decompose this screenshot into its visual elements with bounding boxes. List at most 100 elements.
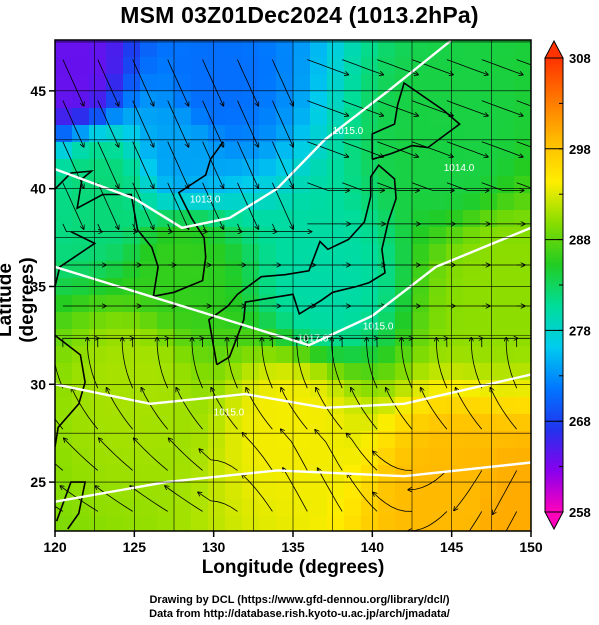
heat-cell (140, 295, 158, 313)
heat-cell (361, 431, 379, 449)
heat-cell (191, 159, 209, 177)
heat-cell (106, 261, 124, 279)
heat-cell (208, 227, 226, 245)
heat-cell (276, 244, 294, 262)
heat-cell (514, 159, 531, 177)
streamline (62, 59, 84, 106)
heat-cell (225, 142, 243, 160)
heat-cell (480, 159, 498, 177)
heat-cell (208, 363, 226, 381)
heat-cell (395, 295, 413, 313)
heat-cell (327, 125, 345, 143)
heat-cell (140, 465, 158, 483)
heat-cell (157, 414, 175, 432)
heat-cell (514, 193, 531, 211)
heat-cell (514, 261, 531, 279)
y-tick-label: 30 (30, 376, 46, 392)
heat-cell (89, 125, 107, 143)
heat-cell (293, 57, 311, 75)
heat-cell (395, 125, 413, 143)
streamline (436, 338, 448, 389)
heat-cell (361, 227, 379, 245)
streamline (55, 418, 64, 430)
heat-cell (157, 176, 175, 194)
heat-cell (174, 312, 192, 330)
heat-cell (497, 159, 515, 177)
heat-cell (327, 176, 345, 194)
heat-cell (259, 108, 277, 126)
heat-cell (480, 125, 498, 143)
heat-cell (378, 193, 396, 211)
heat-cell (140, 159, 158, 177)
heat-cell (208, 516, 226, 531)
heat-cell (157, 516, 175, 531)
heat-cell (327, 295, 345, 313)
heat-cell (157, 363, 175, 381)
heat-cell (55, 295, 73, 313)
streamline (454, 470, 483, 510)
streamline (227, 338, 238, 389)
heat-cell (72, 210, 90, 228)
heat-cell (191, 363, 209, 381)
credit-line-dcl: Drawing by DCL (https://www.gfd-dennou.o… (149, 594, 450, 606)
streamline (132, 141, 154, 188)
heat-cell (497, 499, 515, 517)
heat-cell (429, 125, 447, 143)
isobar-label: 1015.0 (214, 408, 245, 419)
heat-cell (310, 227, 328, 245)
heat-cell (259, 278, 277, 296)
heat-cell (293, 159, 311, 177)
heat-cell (191, 312, 209, 330)
heat-cell (327, 74, 345, 92)
heat-cell (208, 278, 226, 296)
heat-cell (429, 312, 447, 330)
heat-cell (259, 312, 277, 330)
colorbar-max-triangle (544, 39, 564, 59)
heat-cell (293, 363, 311, 381)
heat-cell (123, 108, 141, 126)
heat-cell (480, 346, 498, 364)
streamline (468, 511, 483, 531)
heat-cell (310, 108, 328, 126)
heat-cell (378, 465, 396, 483)
heat-cell (514, 278, 531, 296)
heat-cell (89, 295, 107, 313)
heat-cell (395, 380, 413, 398)
heat-cell (106, 346, 124, 364)
x-tick-label: 150 (519, 539, 543, 555)
heat-cell (361, 312, 379, 330)
heat-cell (480, 278, 498, 296)
heat-cell (140, 108, 158, 126)
heat-cell (446, 91, 464, 109)
heat-cell (463, 278, 481, 296)
heat-cell (174, 482, 192, 500)
heat-cell (123, 414, 141, 432)
heat-cell (310, 448, 328, 466)
heat-cell (123, 346, 141, 364)
colorbar-label: 258 (569, 505, 591, 520)
heat-cell (344, 227, 362, 245)
streamline (134, 438, 168, 471)
heat-cell (89, 448, 107, 466)
heat-cell (463, 448, 481, 466)
heat-cell (429, 448, 447, 466)
heat-cell (480, 193, 498, 211)
streamline (60, 486, 99, 512)
heat-cell (310, 176, 328, 194)
heat-cell (191, 108, 209, 126)
heat-cell (89, 244, 107, 262)
heat-cell (327, 244, 345, 262)
heat-cell (497, 74, 515, 92)
heat-cell (514, 91, 531, 109)
streamline (307, 100, 348, 116)
heat-cell (361, 74, 379, 92)
heat-cell (106, 397, 124, 415)
heat-cell (259, 482, 277, 500)
heat-cell (514, 397, 531, 415)
heat-cell (361, 125, 379, 143)
heat-cell (480, 295, 498, 313)
heat-cell (378, 278, 396, 296)
heat-cell (344, 516, 362, 531)
streamline (237, 59, 259, 106)
streamline (481, 182, 524, 191)
